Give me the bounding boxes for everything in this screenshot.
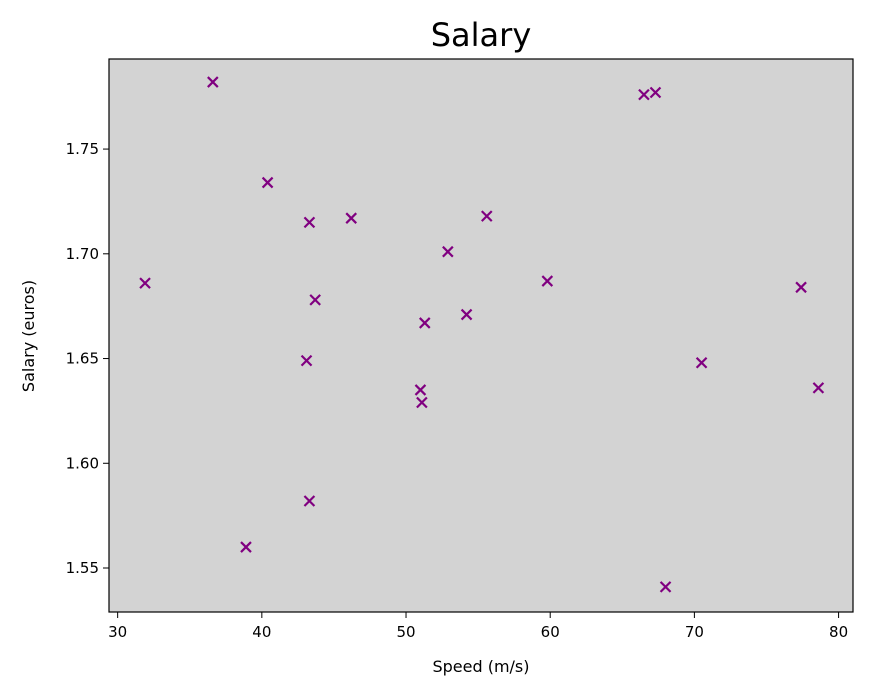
x-tick-label: 30	[108, 623, 127, 641]
data-point	[207, 76, 219, 88]
plot-area	[108, 58, 854, 613]
data-point	[261, 176, 274, 189]
data-point	[139, 277, 151, 289]
data-point	[460, 308, 473, 321]
data-point	[442, 245, 454, 258]
y-tick-label: 1.75	[66, 140, 99, 158]
y-tick-label: 1.65	[66, 350, 99, 368]
x-tick-label: 40	[252, 623, 271, 641]
data-point	[418, 317, 431, 329]
y-tick-label: 1.55	[66, 559, 99, 577]
y-axis: 1.55 1.60 1.65 1.70 1.75	[66, 140, 109, 577]
data-point	[649, 86, 662, 99]
data-point	[659, 581, 672, 593]
chart-title: Salary	[431, 16, 532, 54]
data-point	[480, 210, 493, 222]
data-point	[414, 384, 427, 396]
x-tick-label: 80	[829, 623, 848, 641]
y-axis-label: Salary (euros)	[19, 280, 38, 392]
data-point	[240, 541, 252, 553]
data-point	[309, 294, 321, 306]
x-tick-label: 60	[541, 623, 560, 641]
x-axis-label: Speed (m/s)	[432, 657, 529, 676]
y-tick-label: 1.70	[66, 245, 99, 263]
data-point	[345, 212, 358, 224]
data-points	[139, 76, 825, 593]
y-tick-label: 1.60	[66, 454, 99, 472]
data-point	[812, 382, 825, 394]
data-point	[695, 356, 708, 369]
data-point	[638, 88, 650, 101]
data-point	[541, 275, 554, 287]
x-tick-label: 50	[396, 623, 415, 641]
data-point	[303, 495, 316, 507]
x-axis: 30 40 50 60 70 80	[108, 612, 848, 641]
data-point	[300, 354, 313, 367]
data-point	[416, 396, 428, 409]
data-point	[303, 216, 316, 229]
x-tick-label: 70	[685, 623, 704, 641]
data-point	[795, 281, 807, 294]
